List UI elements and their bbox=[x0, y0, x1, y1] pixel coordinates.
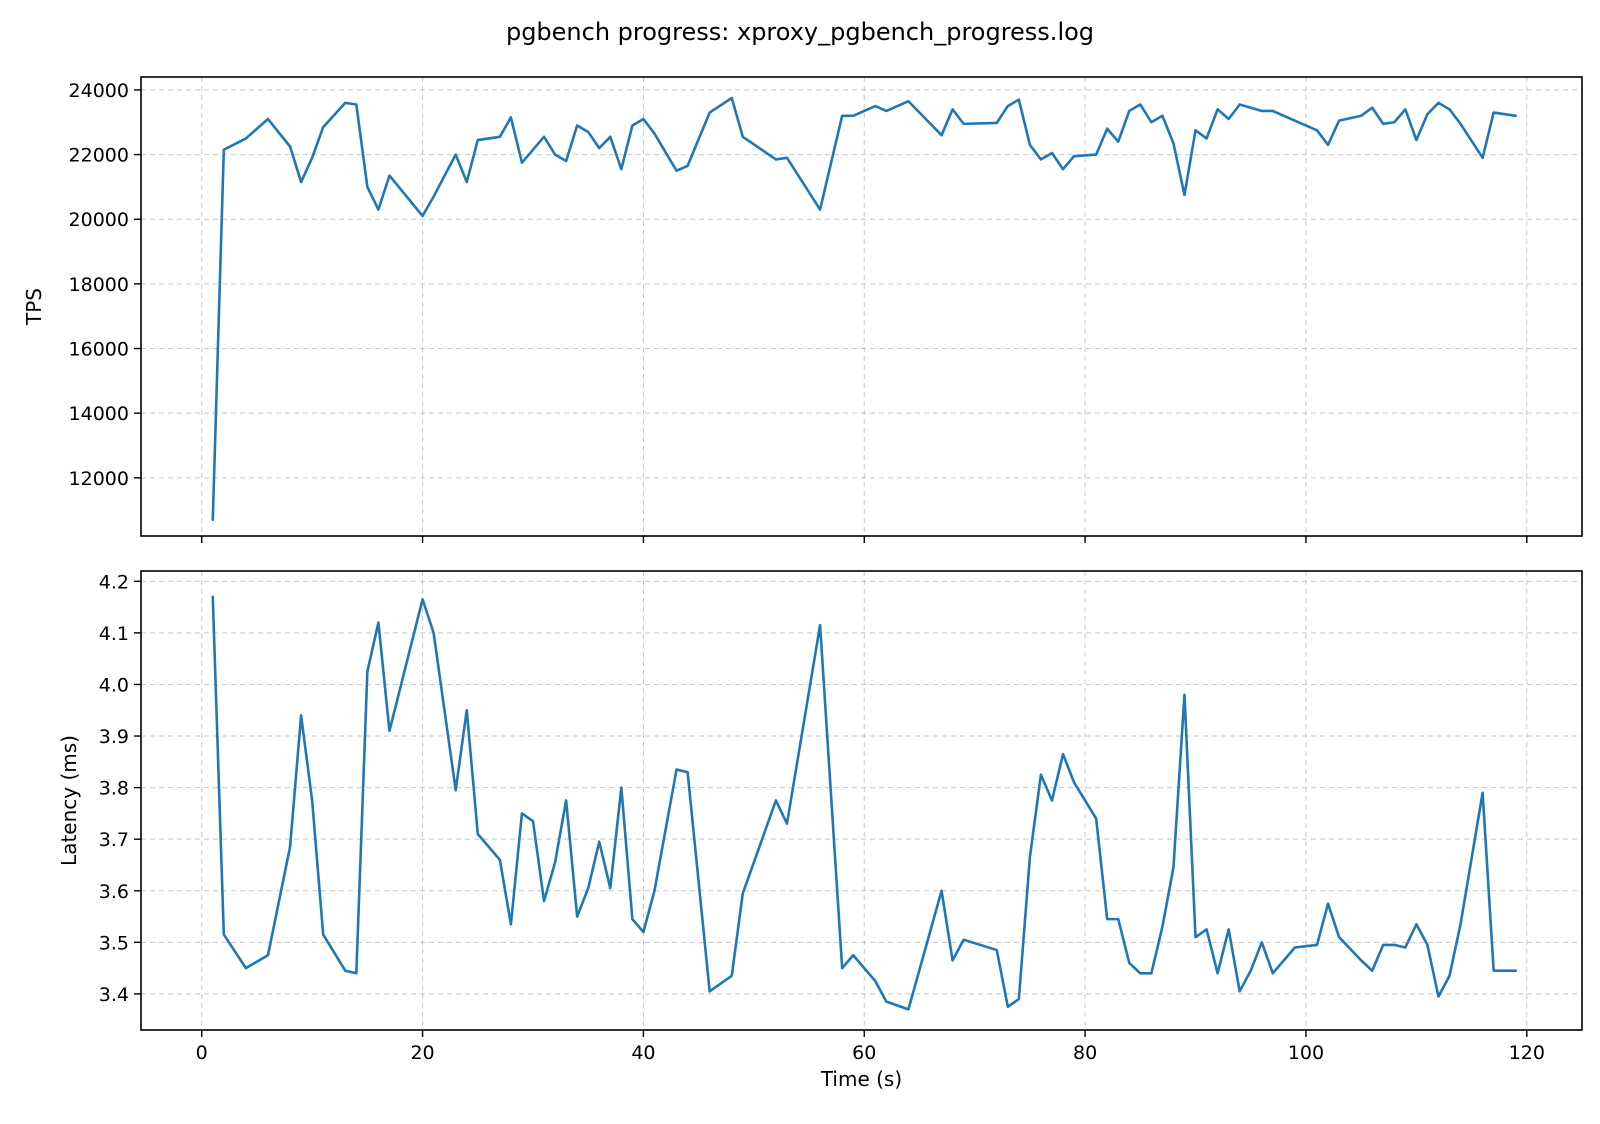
tps-y-tick-label: 16000 bbox=[69, 339, 129, 361]
latency-x-tick-label: 60 bbox=[852, 1042, 876, 1064]
latency-y-axis-label: Latency (ms) bbox=[57, 735, 81, 866]
latency-series-line bbox=[211, 595, 1518, 1011]
latency-y-tick-label: 3.5 bbox=[99, 932, 129, 954]
latency-y-tick-label: 4.2 bbox=[99, 571, 129, 593]
latency-x-axis-label: Time (s) bbox=[820, 1067, 902, 1091]
latency-y-tick-label: 3.4 bbox=[99, 984, 129, 1006]
tps-y-tick-label: 14000 bbox=[69, 403, 129, 425]
tps-y-tick-label: 12000 bbox=[69, 468, 129, 490]
latency-axes-frame bbox=[140, 570, 1583, 1031]
tps-axes-frame bbox=[140, 76, 1583, 537]
tps-y-axis-label: TPS bbox=[22, 288, 46, 326]
latency-panel: 0 20 40 60 80 100 120 3.4 3.5 3.6 3.7 3.8 3.9 4.0 4.1 4… bbox=[57, 570, 1583, 1091]
latency-y-tick-label: 3.9 bbox=[99, 726, 129, 748]
latency-x-tick-label: 40 bbox=[631, 1042, 655, 1064]
latency-x-tick-label: 20 bbox=[410, 1042, 434, 1064]
tps-y-tick-label: 24000 bbox=[69, 80, 129, 102]
latency-y-tick-label: 4.0 bbox=[99, 674, 129, 696]
latency-y-tick-label: 3.6 bbox=[99, 881, 129, 903]
latency-x-tick-label: 80 bbox=[1073, 1042, 1097, 1064]
latency-y-tick-label: 3.7 bbox=[99, 829, 129, 851]
latency-y-tick-label: 4.1 bbox=[99, 623, 129, 645]
latency-x-tick-label: 0 bbox=[196, 1042, 208, 1064]
latency-x-tick-label: 120 bbox=[1509, 1042, 1545, 1064]
latency-y-tick-label: 3.8 bbox=[99, 778, 129, 800]
tps-y-tick-label: 20000 bbox=[69, 209, 129, 231]
latency-x-tick-label: 100 bbox=[1288, 1042, 1324, 1064]
tps-series-line bbox=[211, 96, 1518, 522]
tps-panel: 12000 14000 16000 18000 20000 22000 24000 TPS bbox=[22, 76, 1583, 543]
tps-y-tick-label: 22000 bbox=[69, 145, 129, 167]
tps-y-tick-label: 18000 bbox=[69, 274, 129, 296]
chart-title: pgbench progress: xproxy_pgbench_progres… bbox=[506, 18, 1094, 46]
